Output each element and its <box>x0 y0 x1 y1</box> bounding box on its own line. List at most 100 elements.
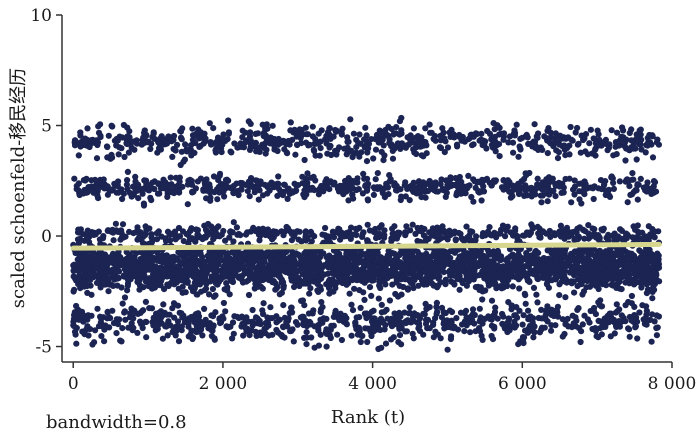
data-point <box>126 228 133 235</box>
data-point <box>581 235 588 242</box>
data-point <box>378 344 385 351</box>
data-point <box>299 258 306 265</box>
data-point <box>345 138 352 145</box>
data-point <box>121 153 128 161</box>
data-point <box>215 177 222 184</box>
data-point <box>525 314 533 321</box>
data-point <box>634 137 642 144</box>
data-point <box>538 229 545 236</box>
data-point <box>155 321 162 328</box>
data-point <box>626 272 633 279</box>
data-point <box>610 152 617 159</box>
data-point <box>363 158 371 165</box>
data-point <box>585 222 592 229</box>
data-point <box>356 258 363 265</box>
data-point <box>453 141 461 148</box>
data-point <box>164 193 171 200</box>
data-point <box>389 250 396 257</box>
data-point <box>158 255 165 262</box>
data-point <box>595 334 602 341</box>
data-point <box>463 320 470 327</box>
data-point <box>307 228 314 235</box>
data-point <box>325 179 332 187</box>
data-point <box>306 290 313 297</box>
data-point <box>561 276 569 283</box>
data-point <box>137 309 144 316</box>
data-point <box>245 291 253 299</box>
data-point <box>351 285 358 292</box>
data-point <box>556 292 563 299</box>
data-point <box>334 255 341 262</box>
data-point <box>578 275 586 282</box>
data-point <box>534 299 541 306</box>
data-point <box>171 314 178 321</box>
data-point <box>448 182 455 189</box>
data-point <box>514 233 521 240</box>
data-point <box>379 319 386 326</box>
data-point <box>619 272 626 279</box>
data-point <box>175 188 183 195</box>
data-point <box>131 146 138 153</box>
data-point <box>356 153 363 160</box>
data-point <box>380 142 387 149</box>
data-point <box>100 176 107 183</box>
data-point <box>552 193 559 200</box>
data-point <box>481 275 488 282</box>
data-point <box>608 174 615 181</box>
data-point <box>368 253 375 260</box>
data-point <box>269 265 276 273</box>
data-point <box>507 253 514 260</box>
data-point <box>274 147 281 155</box>
data-point <box>429 225 436 232</box>
data-point <box>432 248 439 255</box>
data-point <box>628 250 635 257</box>
data-point <box>119 325 126 332</box>
data-point <box>604 312 611 319</box>
data-point <box>254 276 261 283</box>
data-point <box>178 323 185 330</box>
data-point <box>615 233 622 240</box>
data-point <box>644 187 651 194</box>
data-point <box>414 248 421 255</box>
data-point <box>93 155 101 162</box>
data-point <box>614 129 621 136</box>
data-point <box>294 141 301 149</box>
data-point <box>439 185 446 192</box>
data-point <box>366 268 373 275</box>
data-point <box>618 133 625 140</box>
data-point <box>472 247 479 254</box>
data-point <box>381 194 388 201</box>
data-point <box>349 307 357 314</box>
data-point <box>75 240 82 247</box>
data-point <box>636 260 643 267</box>
data-point <box>593 257 600 264</box>
data-point <box>459 321 466 328</box>
data-point <box>578 281 585 288</box>
data-point <box>558 246 565 253</box>
data-point <box>561 261 568 268</box>
data-point <box>141 272 148 279</box>
data-point <box>377 130 385 137</box>
data-point <box>611 330 618 337</box>
data-point <box>524 134 531 141</box>
data-point <box>202 234 209 241</box>
data-point <box>291 180 298 187</box>
data-point <box>169 153 176 160</box>
data-point <box>145 182 152 189</box>
data-point <box>545 174 553 181</box>
data-point <box>518 273 525 280</box>
data-point <box>124 168 131 175</box>
data-point <box>387 258 394 265</box>
data-point <box>569 312 576 319</box>
data-point <box>323 233 330 241</box>
data-point <box>210 173 218 180</box>
data-point <box>453 190 460 197</box>
data-point <box>477 179 485 186</box>
data-point <box>206 291 213 298</box>
data-point <box>512 312 519 319</box>
data-point <box>630 143 637 150</box>
data-point <box>500 281 507 288</box>
data-point <box>382 340 390 347</box>
data-point <box>298 238 305 245</box>
data-point <box>246 332 253 339</box>
